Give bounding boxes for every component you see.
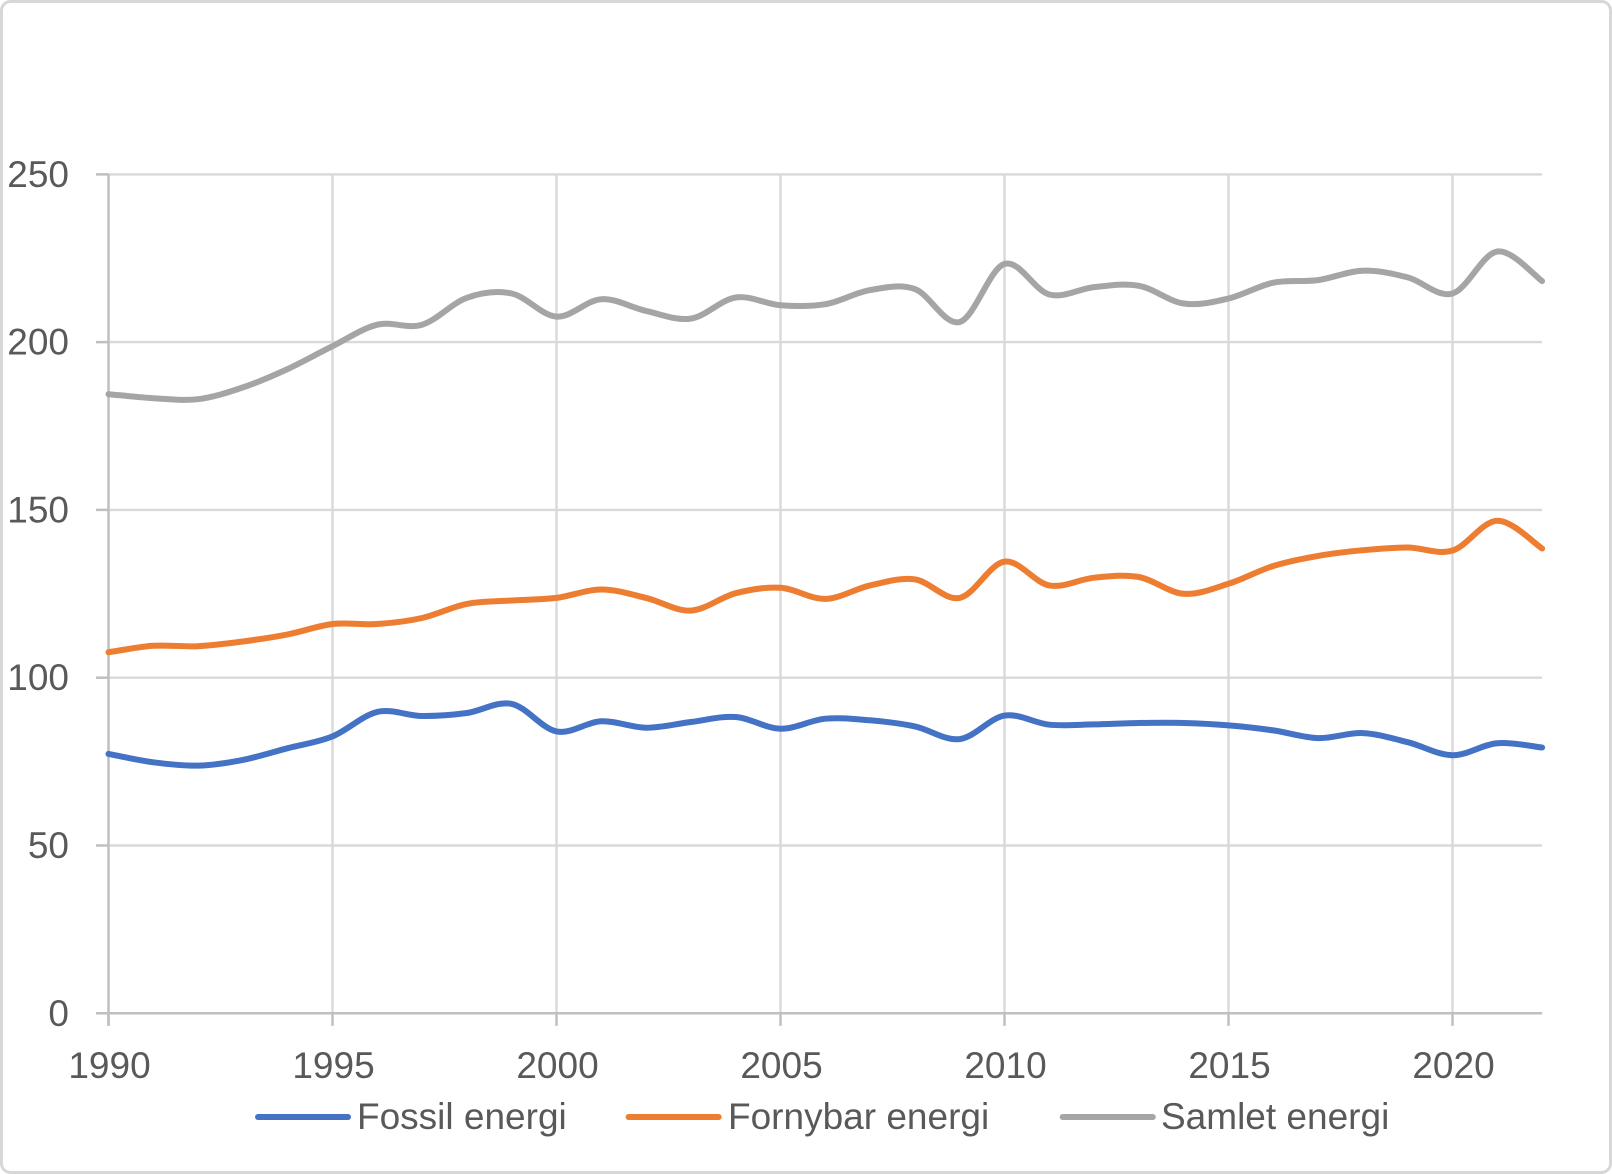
svg-text:1995: 1995 (292, 1045, 374, 1086)
svg-text:150: 150 (7, 489, 69, 530)
svg-text:Samlet energi: Samlet energi (1161, 1096, 1389, 1137)
svg-text:2020: 2020 (1412, 1045, 1494, 1086)
svg-text:2000: 2000 (516, 1045, 598, 1086)
svg-text:2010: 2010 (964, 1045, 1046, 1086)
svg-text:2005: 2005 (740, 1045, 822, 1086)
svg-text:200: 200 (7, 322, 69, 363)
svg-text:Fossil energi: Fossil energi (357, 1096, 567, 1137)
svg-text:50: 50 (28, 825, 69, 866)
svg-text:0: 0 (48, 993, 69, 1034)
svg-text:1990: 1990 (68, 1045, 150, 1086)
svg-text:100: 100 (7, 657, 69, 698)
svg-text:2015: 2015 (1188, 1045, 1270, 1086)
svg-text:Fornybar energi: Fornybar energi (728, 1096, 989, 1137)
svg-text:250: 250 (7, 154, 69, 195)
